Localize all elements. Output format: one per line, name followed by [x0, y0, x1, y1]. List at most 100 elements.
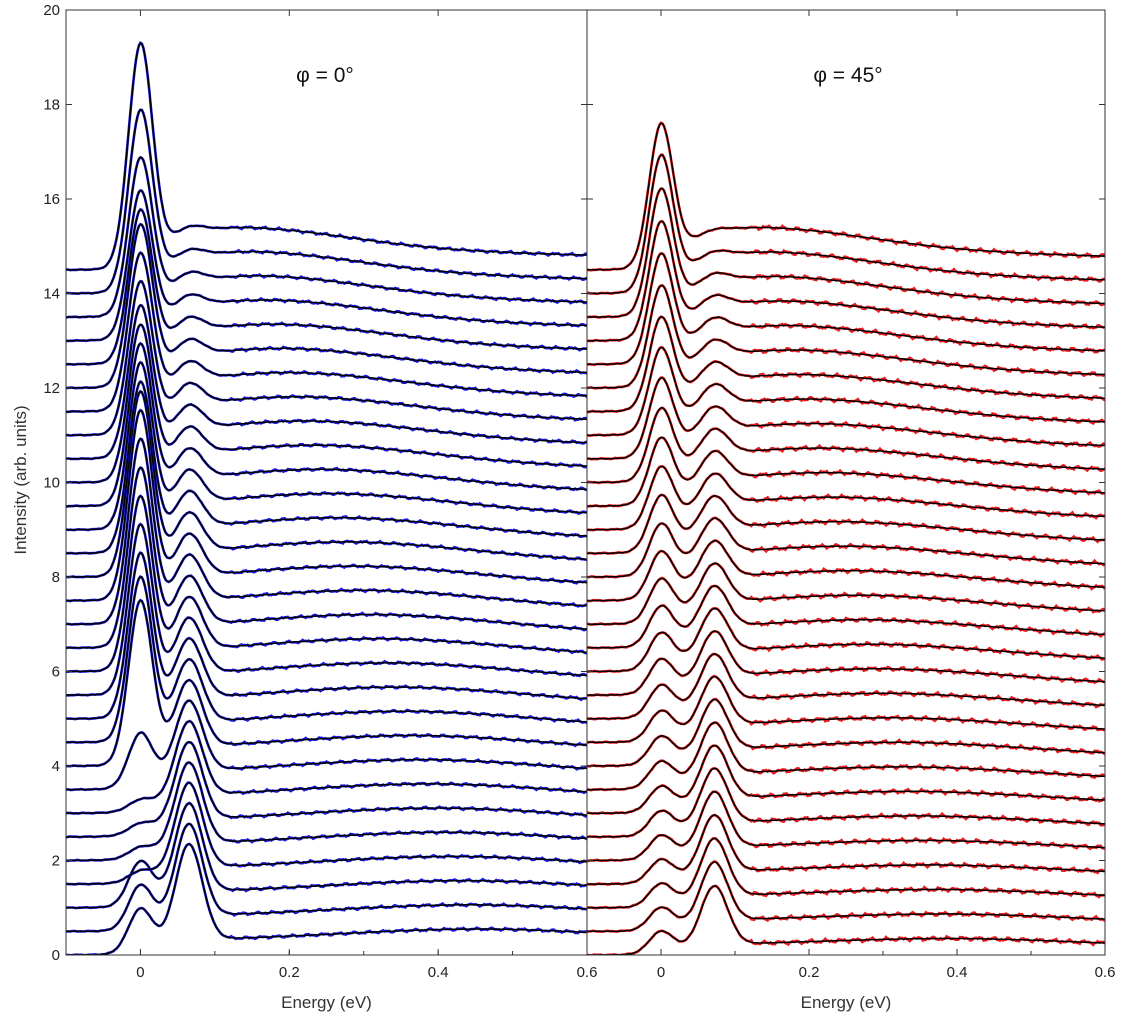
data-series-28 [66, 155, 587, 319]
fit-series-13 [587, 607, 1105, 673]
data-series-5 [587, 790, 1105, 863]
fit-series-12 [587, 630, 1105, 696]
x-tick-label: 0 [136, 964, 144, 981]
x-tick-label: 0.2 [279, 964, 300, 981]
y-axis-title: Intensity (arb. units) [11, 405, 30, 554]
fit-series-17 [66, 390, 587, 578]
data-series-21 [587, 406, 1105, 485]
fit-series-28 [66, 156, 587, 318]
fit-series-8 [587, 721, 1105, 791]
fit-series-23 [587, 346, 1105, 436]
fit-series-19 [66, 361, 587, 531]
fit-series-11 [66, 551, 587, 720]
fit-series-28 [587, 187, 1105, 318]
plot-frame [586, 9, 1106, 956]
y-tick-label: 0 [52, 947, 60, 964]
fit-series-27 [66, 189, 587, 342]
x-tick-label: 0 [657, 964, 665, 981]
fit-series-7 [66, 720, 587, 814]
fit-series-22 [66, 304, 587, 460]
fit-series-30 [66, 42, 587, 271]
fit-series-12 [66, 523, 587, 696]
fit-series-15 [587, 562, 1105, 625]
y-tick-label: 4 [52, 758, 60, 775]
fit-series-18 [66, 380, 587, 555]
fit-series-9 [66, 599, 587, 767]
fit-series-4 [587, 814, 1105, 885]
fit-series-16 [66, 409, 587, 602]
x-axis-title: Energy (eV) [801, 993, 892, 1012]
fit-series-29 [587, 154, 1105, 295]
fit-series-5 [66, 761, 587, 862]
y-tick-label: 8 [52, 569, 60, 586]
x-tick-label: 0.6 [1095, 964, 1116, 981]
angle-annotation: φ = 45° [813, 64, 882, 87]
fit-series-29 [66, 108, 587, 295]
fit-series-1 [66, 843, 587, 955]
fit-series-26 [587, 252, 1105, 366]
fit-series-10 [66, 575, 587, 744]
panel-phi-45: 0 0.2 0.4 0.6 Energy (eV) φ = 45° [586, 9, 1116, 1012]
curves-group [587, 121, 1105, 955]
data-series-7 [587, 744, 1105, 816]
x-axis-title: Energy (eV) [281, 993, 372, 1012]
data-series-4 [587, 813, 1105, 886]
x-tick-label: 0.4 [428, 964, 449, 981]
fit-series-6 [587, 767, 1105, 838]
fit-series-26 [66, 208, 587, 366]
fit-series-10 [587, 675, 1105, 744]
fit-series-25 [66, 223, 587, 389]
fit-series-21 [66, 323, 587, 484]
data-series-3 [587, 836, 1105, 910]
data-series-11 [587, 652, 1105, 721]
data-series-8 [587, 721, 1105, 792]
data-series-10 [66, 575, 587, 745]
fit-series-21 [587, 407, 1105, 484]
fit-series-24 [587, 315, 1105, 413]
y-tick-label: 6 [52, 664, 60, 681]
y-tick-label: 16 [43, 191, 60, 208]
fit-series-15 [66, 437, 587, 625]
fit-series-18 [587, 494, 1105, 555]
y-tick-label: 2 [52, 853, 60, 870]
data-series-25 [66, 222, 587, 390]
fit-series-8 [66, 699, 587, 791]
y-tick-label: 18 [43, 97, 60, 114]
fit-series-13 [66, 494, 587, 673]
fit-series-5 [587, 790, 1105, 862]
fit-series-3 [587, 837, 1105, 909]
data-series-6 [66, 741, 587, 839]
angle-annotation: φ = 0° [296, 64, 354, 87]
fit-series-2 [66, 822, 587, 933]
x-tick-label: 0.6 [577, 964, 598, 981]
x-tick-label: 0.4 [947, 964, 968, 981]
fit-series-17 [587, 517, 1105, 578]
fit-series-9 [587, 698, 1105, 767]
y-tick-label: 14 [43, 286, 60, 303]
fit-series-30 [587, 122, 1105, 271]
panel-phi-0: 0 0.2 0.4 0.6 0 2 4 6 8 10 12 14 16 18 20 Energy (eV) φ … [43, 2, 597, 1012]
curves-group [66, 40, 587, 955]
fit-series-24 [66, 251, 587, 413]
data-series-24 [587, 315, 1105, 414]
fit-series-23 [66, 280, 587, 436]
fit-series-19 [587, 465, 1105, 531]
fit-series-2 [587, 861, 1105, 933]
fit-series-14 [587, 585, 1105, 649]
fit-series-3 [66, 802, 587, 909]
fit-series-16 [587, 540, 1105, 602]
fit-series-11 [587, 653, 1105, 720]
fit-series-6 [66, 741, 587, 838]
y-tick-label: 10 [43, 475, 60, 492]
fit-series-22 [587, 377, 1105, 460]
y-tick-label: 12 [43, 380, 60, 397]
y-tick-label: 20 [43, 2, 60, 19]
fit-series-27 [587, 220, 1105, 342]
fit-series-1 [587, 885, 1105, 955]
fit-series-20 [66, 342, 587, 507]
data-series-6 [587, 766, 1105, 839]
fit-series-7 [587, 744, 1105, 814]
data-series-2 [587, 859, 1105, 934]
data-series-1 [587, 884, 1105, 955]
